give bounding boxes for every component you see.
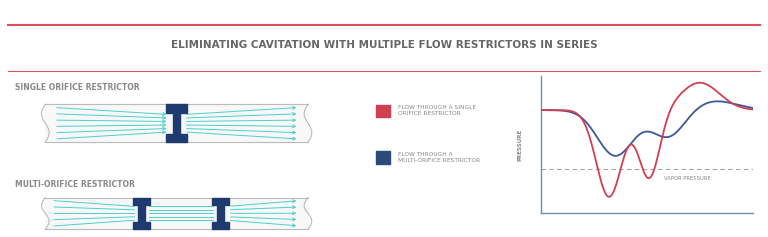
- Text: SINGLE ORIFICE RESTRICTOR: SINGLE ORIFICE RESTRICTOR: [15, 83, 140, 92]
- Bar: [376, 105, 390, 117]
- Text: FLOW THROUGH A
MULTI-ORIFICE RESTRICTOR: FLOW THROUGH A MULTI-ORIFICE RESTRICTOR: [398, 152, 480, 163]
- Text: FLOW THROUGH A SINGLE
ORIFICE RESTRICTOR: FLOW THROUGH A SINGLE ORIFICE RESTRICTOR: [398, 105, 476, 116]
- Polygon shape: [133, 197, 151, 205]
- Polygon shape: [138, 205, 145, 222]
- Polygon shape: [45, 104, 308, 142]
- Polygon shape: [167, 104, 187, 113]
- Polygon shape: [212, 222, 229, 229]
- Text: VAPOR PRESSURE: VAPOR PRESSURE: [664, 176, 710, 181]
- Text: PRESSURE: PRESSURE: [518, 128, 523, 161]
- Polygon shape: [133, 222, 151, 229]
- Polygon shape: [212, 197, 229, 205]
- Polygon shape: [45, 197, 308, 229]
- Polygon shape: [167, 134, 187, 142]
- Bar: [376, 151, 390, 164]
- Polygon shape: [173, 113, 180, 134]
- Polygon shape: [217, 205, 224, 222]
- Text: MULTI-ORIFICE RESTRICTOR: MULTI-ORIFICE RESTRICTOR: [15, 180, 135, 189]
- Text: ELIMINATING CAVITATION WITH MULTIPLE FLOW RESTRICTORS IN SERIES: ELIMINATING CAVITATION WITH MULTIPLE FLO…: [170, 40, 598, 50]
